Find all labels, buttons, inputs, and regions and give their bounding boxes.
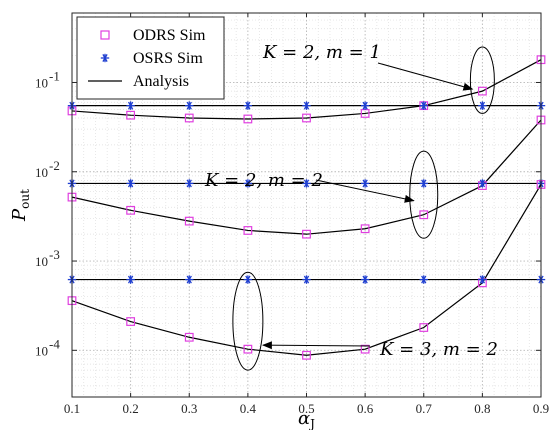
odrs-sim-marker bbox=[302, 229, 311, 239]
osrs-sim-marker bbox=[126, 275, 135, 284]
y-tick-label: 10 bbox=[35, 75, 48, 90]
osrs-sim-marker bbox=[185, 101, 194, 110]
odrs-sim-marker bbox=[302, 350, 311, 360]
odrs-sim-marker bbox=[243, 226, 253, 235]
y-tick-exponent: -3 bbox=[49, 247, 60, 262]
osrs-sim-marker bbox=[243, 179, 253, 188]
osrs-sim-marker bbox=[419, 179, 428, 188]
osrs-sim-marker bbox=[478, 101, 487, 110]
x-tick-label: 0.9 bbox=[533, 401, 549, 416]
y-tick-label: 10 bbox=[35, 343, 48, 358]
legend-label: Analysis bbox=[133, 73, 189, 90]
annotation-arrow bbox=[377, 62, 474, 91]
axis-ticks: 0.1 0.2 0.3 0.4 0.5 0.6 0.7 0.8 0.910 -410 -310 -21… bbox=[35, 13, 549, 416]
odrs-sim-marker bbox=[477, 86, 487, 96]
osrs-sim-marker bbox=[360, 275, 370, 284]
x-tick-label: 0.6 bbox=[357, 401, 374, 416]
x-tick-label: 0.3 bbox=[181, 401, 197, 416]
odrs-sim-marker bbox=[419, 210, 429, 220]
x-axis-label-sub: J bbox=[308, 417, 315, 430]
osrs-sim-marker bbox=[478, 275, 487, 284]
odrs-analysis-line bbox=[71, 184, 542, 356]
odrs-sim-marker bbox=[184, 332, 194, 342]
annotation-ellipse bbox=[232, 271, 264, 371]
odrs-sim-marker bbox=[360, 344, 370, 354]
legend: ODRS Sim OSRS Sim Analysis bbox=[76, 16, 225, 100]
odrs-sim-marker bbox=[302, 113, 311, 123]
x-tick-label: 0.2 bbox=[123, 401, 139, 416]
osrs-sim-marker bbox=[126, 101, 135, 110]
annotation-label: K = 3, m = 2 bbox=[379, 339, 498, 360]
odrs-sim-marker bbox=[126, 110, 136, 120]
odrs-sim-marker bbox=[126, 205, 136, 215]
annotation-ellipses bbox=[232, 46, 495, 371]
annotation-label: K = 2, m = 2 bbox=[204, 170, 323, 191]
odrs-analysis-line bbox=[71, 119, 542, 235]
osrs-sim-marker bbox=[302, 101, 311, 110]
odrs-sim-marker bbox=[419, 323, 429, 332]
annotation-arrow bbox=[261, 341, 371, 350]
y-tick-label: 10 bbox=[35, 165, 48, 180]
series-layer bbox=[67, 55, 546, 360]
y-tick-exponent: -1 bbox=[49, 68, 60, 83]
y-axis-label: Pout bbox=[9, 189, 32, 222]
x-tick-label: 0.1 bbox=[64, 401, 80, 416]
x-tick-label: 0.8 bbox=[474, 401, 490, 416]
x-tick-label: 0.4 bbox=[240, 401, 257, 416]
annotation-label: K = 2, m = 1 bbox=[262, 42, 381, 63]
osrs-sim-marker bbox=[243, 275, 253, 284]
odrs-sim-marker bbox=[126, 317, 136, 326]
odrs-sim-marker bbox=[184, 216, 194, 226]
osrs-sim-marker bbox=[185, 275, 194, 284]
osrs-sim-marker bbox=[478, 179, 487, 188]
x-tick-label: 0.5 bbox=[298, 401, 314, 416]
legend-odrs-marker bbox=[100, 30, 110, 40]
legend-label: OSRS Sim bbox=[133, 50, 203, 67]
x-tick-label: 0.7 bbox=[416, 401, 433, 416]
odrs-analysis-line bbox=[71, 59, 542, 120]
y-axis-label-sub: out bbox=[18, 189, 32, 209]
osrs-sim-marker bbox=[126, 179, 135, 188]
osrs-sim-marker bbox=[302, 179, 311, 188]
osrs-sim-marker bbox=[243, 101, 253, 110]
odrs-sim-marker bbox=[243, 114, 253, 124]
annotation-ellipse bbox=[409, 150, 439, 239]
odrs-sim-marker bbox=[243, 344, 253, 354]
y-tick-exponent: -2 bbox=[49, 158, 60, 173]
odrs-sim-marker bbox=[360, 224, 370, 234]
osrs-sim-marker bbox=[360, 179, 370, 188]
osrs-sim-marker bbox=[302, 275, 311, 284]
osrs-sim-marker bbox=[419, 275, 428, 284]
odrs-sim-marker bbox=[184, 113, 194, 123]
y-tick-exponent: -4 bbox=[49, 336, 60, 351]
legend-osrs-marker bbox=[100, 53, 110, 63]
osrs-sim-marker bbox=[360, 101, 370, 110]
annotations: K = 2, m = 1 K = 2, m = 2 K = 3, m = 2 bbox=[204, 42, 498, 360]
y-tick-label: 10 bbox=[35, 254, 48, 269]
osrs-sim-marker bbox=[185, 179, 194, 188]
annotation-ellipse bbox=[469, 46, 495, 114]
osrs-sim-marker bbox=[419, 101, 428, 110]
annotation-arrow bbox=[315, 179, 415, 203]
legend-label: ODRS Sim bbox=[133, 27, 206, 44]
